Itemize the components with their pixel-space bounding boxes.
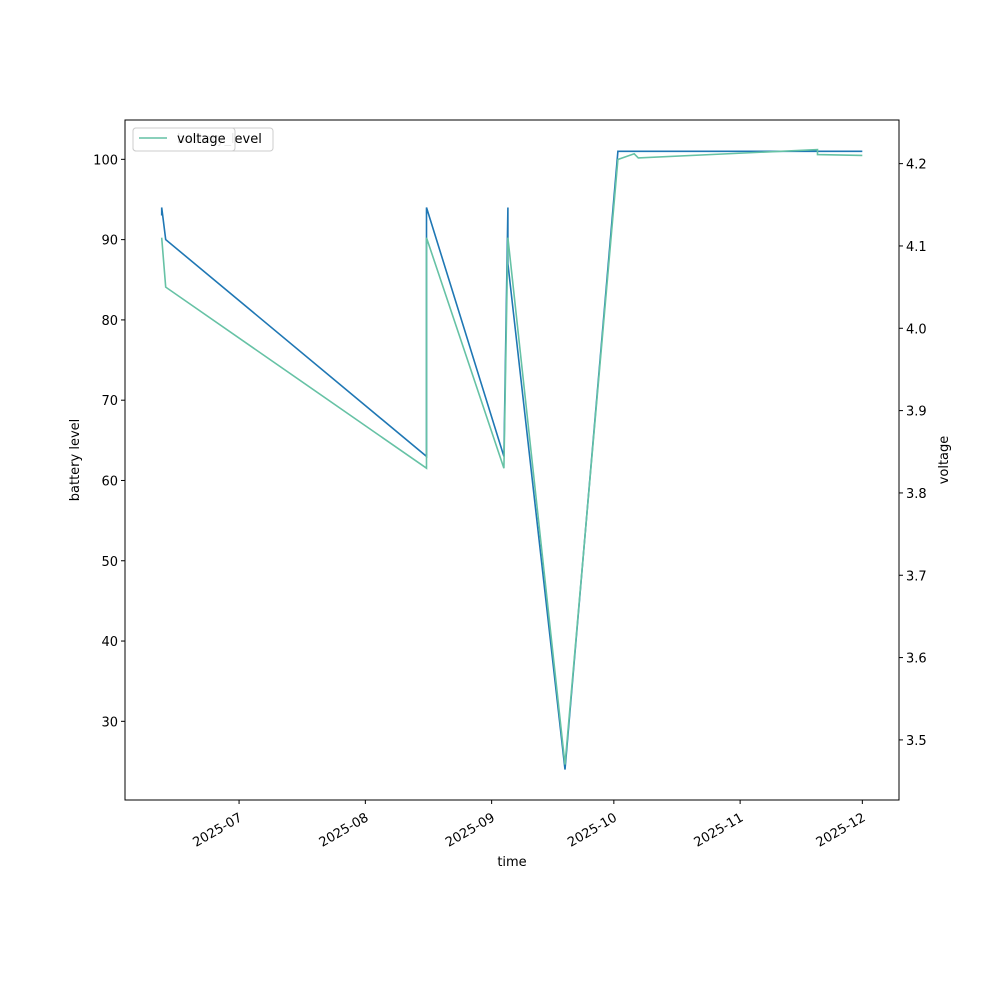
x-axis-label: time (497, 855, 526, 870)
y2-tick-label: 3.5 (906, 734, 927, 749)
y-tick-label: 50 (101, 555, 118, 570)
y2-tick-label: 4.1 (906, 240, 927, 255)
y-tick-label: 90 (101, 234, 118, 249)
y2-axis-label: voltage (937, 436, 952, 485)
y-tick-label: 80 (101, 314, 118, 329)
y2-tick-label: 3.7 (906, 569, 927, 584)
y-tick-label: 70 (101, 394, 118, 409)
legend: voltage (132, 127, 236, 152)
y2-tick-label: 4.2 (906, 158, 927, 173)
legend-label: voltage (177, 132, 226, 147)
series-line (160, 148, 863, 765)
y-tick-label: 60 (101, 474, 118, 489)
legend-box (132, 127, 236, 152)
y2-tick-label: 3.8 (906, 487, 927, 502)
y2-tick-label: 3.9 (906, 405, 927, 420)
y-tick-label: 30 (101, 715, 118, 730)
y-tick-label: 40 (101, 635, 118, 650)
y-tick-label: 100 (93, 153, 118, 168)
y-axis-label: battery level (68, 419, 83, 502)
y2-tick-label: 3.6 (906, 652, 927, 667)
plot-frame (124, 119, 900, 801)
y2-tick-label: 4.0 (906, 322, 927, 337)
